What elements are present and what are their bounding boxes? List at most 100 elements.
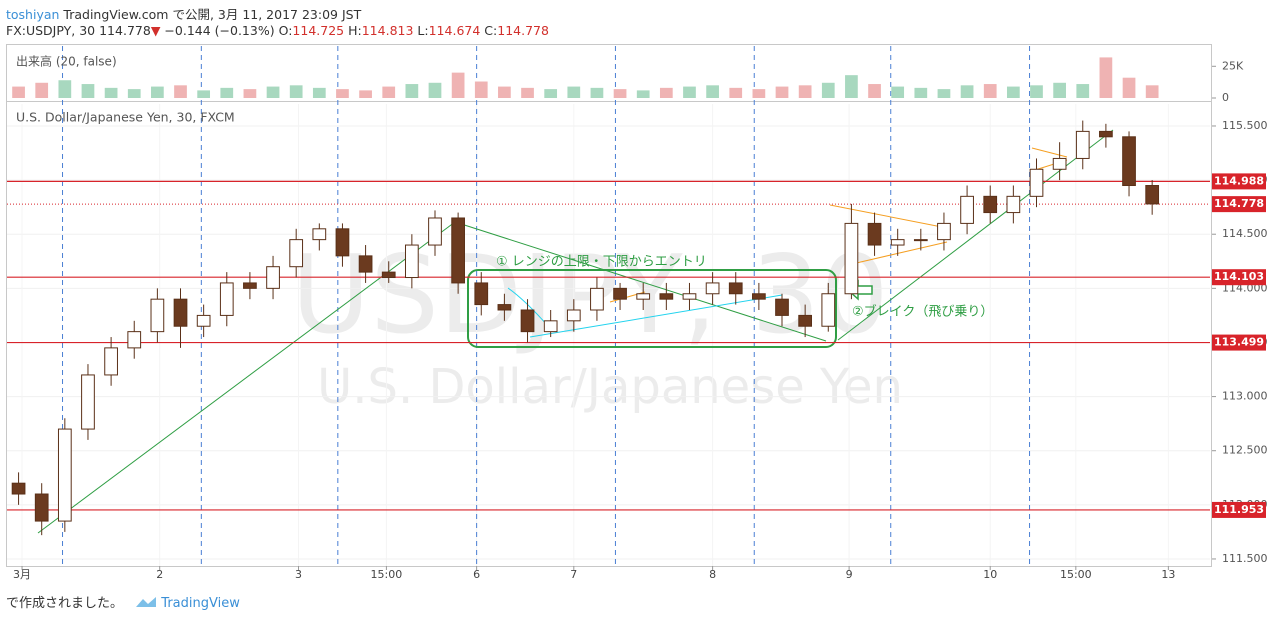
last: 114.778 <box>99 23 151 38</box>
y-tick-label: 115.500 <box>1222 119 1268 132</box>
price-label-bg <box>1212 173 1266 190</box>
x-tick-label: 6 <box>473 568 480 581</box>
volume-bar <box>891 86 905 98</box>
x-tick-label: 15:00 <box>371 568 403 581</box>
volume-bar <box>521 87 534 98</box>
x-tick-label: 9 <box>846 568 853 581</box>
candle-body <box>960 195 974 224</box>
volume-bar <box>35 82 49 98</box>
c: 114.778 <box>497 23 549 38</box>
volume-bar <box>498 86 511 98</box>
candle-body <box>127 331 142 349</box>
change: −0.144 (−0.13%) <box>164 23 275 38</box>
price-label-bg <box>1212 269 1266 286</box>
volume-bar <box>683 86 696 98</box>
price-label: 114.103 <box>1214 270 1264 283</box>
price-label-bg <box>1212 196 1266 213</box>
volume-bar <box>868 84 881 98</box>
volume-bar <box>567 86 581 98</box>
volume-bar <box>220 87 234 98</box>
candle-body <box>34 493 49 522</box>
annotation: ① レンジの上限・下限からエントリ <box>496 255 707 270</box>
candle-body <box>890 239 905 246</box>
logo <box>136 597 157 607</box>
x-tick-label: 10 <box>983 568 997 581</box>
footer-text: で作成されました。 <box>6 596 124 611</box>
volume-bar <box>798 85 812 98</box>
volume-bar <box>266 86 280 98</box>
candle-body <box>636 293 651 300</box>
y-tick-label: 111.500 <box>1222 552 1268 565</box>
volume-bar <box>752 89 766 98</box>
brand[interactable]: TradingView <box>161 596 240 611</box>
candle-body <box>335 228 350 257</box>
candle-body <box>289 239 304 268</box>
volume-bar <box>775 86 789 98</box>
x-tick-label: 2 <box>156 568 163 581</box>
volume-bar <box>382 86 396 98</box>
volume-bar <box>1006 86 1020 98</box>
volume-bar <box>636 90 650 98</box>
chart: USDJPY, 30 U.S. Dollar/Japanese Yen 出来高 … <box>6 44 1268 581</box>
header: toshiyan TradingView.com で公開, 3月 11, 201… <box>6 4 361 23</box>
watermark: USDJPY, 30 <box>291 233 888 358</box>
candle-body <box>266 266 280 289</box>
candle-body <box>1029 168 1044 197</box>
footer: で作成されました。 TradingView <box>6 592 240 611</box>
symbol: FX:USDJPY, 30 <box>6 23 96 38</box>
candle-body <box>682 293 697 300</box>
trend-line <box>837 129 1114 341</box>
y-tick-label: 114.500 <box>1222 227 1268 240</box>
x-tick-label: 7 <box>570 568 577 581</box>
price-label-bg <box>1212 501 1266 518</box>
volume-bar <box>983 84 997 98</box>
volume-bar <box>81 84 95 98</box>
price-label: 114.778 <box>1214 197 1264 210</box>
volume-title: 出来高 (20, false) <box>16 54 117 69</box>
triangle-line <box>851 241 948 265</box>
candle-body <box>590 287 604 311</box>
volume-bar <box>590 87 604 98</box>
volume-bar <box>104 87 118 98</box>
support-line <box>529 294 783 338</box>
candle-body <box>844 222 859 295</box>
candle-body <box>428 217 442 246</box>
volume-bar <box>1099 57 1113 98</box>
triangle-line <box>1031 147 1068 158</box>
candle-body <box>867 222 882 246</box>
chart-title: U.S. Dollar/Japanese Yen, 30, FXCM <box>16 110 235 125</box>
range-box <box>467 269 837 348</box>
trend-line <box>454 221 827 342</box>
legend: FX:USDJPY, 30 114.778▼ −0.144 (−0.13%) O… <box>6 23 549 38</box>
candle-body <box>312 228 327 241</box>
candle-body <box>659 293 674 300</box>
candle-body <box>913 239 928 242</box>
annotation: ②ブレイク（飛び乗り） <box>852 304 993 320</box>
candle-body <box>219 282 234 316</box>
c-label: C: <box>484 23 498 38</box>
candle-body <box>104 347 118 376</box>
volume-bar <box>405 84 419 98</box>
candle-body <box>81 374 95 430</box>
volume-bar <box>706 85 719 98</box>
volume-bar <box>359 90 372 98</box>
volume-bar <box>960 85 974 98</box>
volume-bar <box>1030 85 1043 98</box>
candle-body <box>381 271 396 279</box>
author[interactable]: toshiyan <box>6 7 60 22</box>
volume-bar <box>174 85 187 98</box>
arrow: ▼ <box>150 23 161 38</box>
candle-body <box>404 244 419 279</box>
candle-body <box>752 293 766 300</box>
candle-body <box>358 255 373 273</box>
h-label: H: <box>348 23 362 38</box>
l: 114.674 <box>428 23 481 38</box>
x-tick-label: 13 <box>1161 568 1175 581</box>
price-label: 114.988 <box>1214 174 1264 187</box>
volume-bar <box>845 75 858 98</box>
candle-body <box>798 314 813 327</box>
volume-bar <box>729 87 743 98</box>
price-label: 113.499 <box>1214 336 1264 349</box>
candle-body <box>1075 130 1090 159</box>
